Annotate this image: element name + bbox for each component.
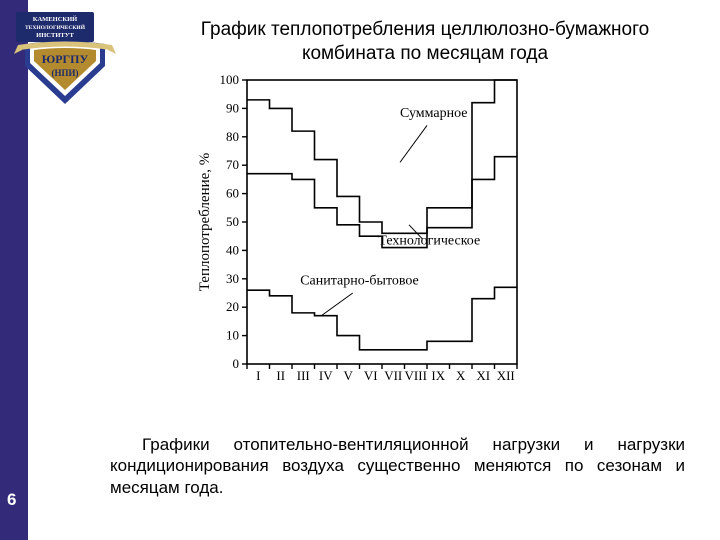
svg-text:IX: IX	[431, 368, 445, 383]
svg-text:70: 70	[226, 157, 239, 172]
svg-text:10: 10	[226, 328, 239, 343]
svg-text:II: II	[276, 368, 285, 383]
svg-text:КАМЕНСКИЙ: КАМЕНСКИЙ	[33, 15, 77, 23]
svg-text:Санитарно-бытовое: Санитарно-бытовое	[300, 273, 419, 288]
svg-text:Суммарное: Суммарное	[400, 106, 468, 121]
svg-text:I: I	[256, 368, 260, 383]
svg-text:60: 60	[226, 186, 239, 201]
svg-text:XI: XI	[476, 368, 490, 383]
svg-text:V: V	[344, 368, 354, 383]
svg-text:40: 40	[226, 242, 239, 257]
slide-title: График теплопотребления целлюлозно-бумаж…	[160, 18, 690, 66]
svg-text:X: X	[456, 368, 466, 383]
heat-consumption-chart: 0102030405060708090100IIIIIIIVVVIVIIVIII…	[195, 72, 525, 402]
svg-text:XII: XII	[497, 368, 515, 383]
svg-text:(НПИ): (НПИ)	[52, 68, 79, 78]
svg-text:VIII: VIII	[405, 368, 427, 383]
svg-text:ИНСТИТУТ: ИНСТИТУТ	[36, 32, 74, 39]
svg-text:VII: VII	[384, 368, 402, 383]
svg-text:VI: VI	[364, 368, 378, 383]
svg-text:ЮРГПУ: ЮРГПУ	[42, 52, 89, 66]
svg-text:80: 80	[226, 129, 239, 144]
svg-text:III: III	[297, 368, 310, 383]
svg-text:50: 50	[226, 214, 239, 229]
svg-text:30: 30	[226, 271, 239, 286]
slide-caption: Графики отопительно-вентиляционной нагру…	[110, 434, 685, 498]
institute-logo: КАМЕНСКИЙ ТЕХНОЛОГИЧЕСКИЙ ИНСТИТУТ ЮРГПУ…	[10, 8, 120, 118]
svg-text:90: 90	[226, 100, 239, 115]
svg-text:IV: IV	[319, 368, 333, 383]
svg-text:100: 100	[220, 72, 240, 87]
svg-text:ТЕХНОЛОГИЧЕСКИЙ: ТЕХНОЛОГИЧЕСКИЙ	[25, 23, 86, 31]
svg-text:0: 0	[233, 356, 240, 371]
page-number: 6	[7, 490, 16, 510]
svg-text:Теплопотребление, %: Теплопотребление, %	[197, 153, 213, 292]
svg-text:20: 20	[226, 299, 239, 314]
svg-text:Технологическое: Технологическое	[378, 234, 480, 249]
